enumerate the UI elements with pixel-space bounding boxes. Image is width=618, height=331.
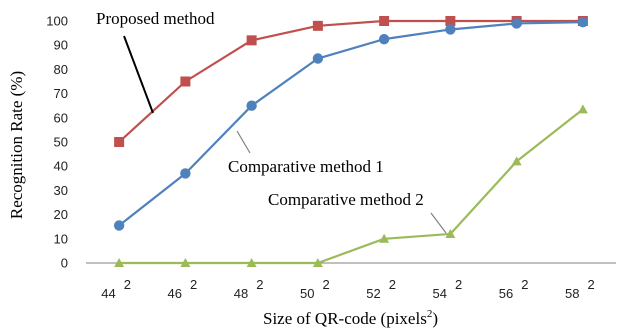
data-point <box>246 100 257 111</box>
y-tick-label: 100 <box>46 14 68 29</box>
y-tick-label: 30 <box>54 183 68 198</box>
annotation-leader-comparative-method-2 <box>430 212 447 234</box>
data-point <box>379 233 390 243</box>
x-tick-label: 562 <box>499 277 529 301</box>
y-tick-label: 0 <box>61 256 68 271</box>
data-point <box>577 17 589 28</box>
x-tick-label: 462 <box>168 277 198 301</box>
data-point <box>312 20 323 31</box>
data-point <box>246 35 257 46</box>
data-point <box>445 16 456 26</box>
x-axis-title-sup: 2 <box>427 308 433 320</box>
data-point <box>511 156 522 166</box>
x-tick-label: 542 <box>433 277 463 301</box>
x-tick-label: 522 <box>366 277 396 301</box>
x-axis-ticks: 442 462 482 502 522 542 562 582 <box>101 277 594 301</box>
series-1 <box>114 16 588 147</box>
series-3 <box>114 104 588 267</box>
y-axis-ticks: 0 10 20 30 40 50 60 70 80 90 100 <box>46 14 68 271</box>
x-tick-label: 582 <box>565 277 595 301</box>
data-point <box>113 220 125 231</box>
annotations: Proposed method Comparative method 1 Com… <box>96 9 447 234</box>
x-tick-label: 442 <box>101 277 131 301</box>
data-point <box>445 228 456 238</box>
annotation-comparative-method-2: Comparative method 2 <box>268 190 424 209</box>
series-line <box>118 19 583 143</box>
data-point <box>445 24 456 35</box>
series-2 <box>113 17 589 231</box>
data-point <box>577 104 588 114</box>
x-tick-label: 482 <box>234 277 264 301</box>
data-point <box>511 18 522 29</box>
annotation-proposed-method: Proposed method <box>96 9 215 28</box>
data-point <box>378 33 390 45</box>
data-point <box>312 258 323 267</box>
x-tick-label: 502 <box>300 277 330 301</box>
x-axis-title-suffix: ) <box>432 309 438 328</box>
data-point <box>180 76 191 87</box>
y-tick-label: 90 <box>54 38 68 53</box>
annotation-leader-proposed-method <box>123 35 154 114</box>
series-line <box>119 108 584 265</box>
series-layer <box>113 16 589 267</box>
annotation-leader-comparative-method-1 <box>236 130 251 154</box>
x-axis-title: Size of QR-code (pixels2) <box>263 308 438 328</box>
data-point <box>180 168 191 179</box>
y-tick-label: 40 <box>54 159 68 174</box>
y-tick-label: 70 <box>54 86 68 101</box>
data-point <box>312 53 324 64</box>
y-tick-label: 10 <box>54 231 68 246</box>
data-point <box>114 137 125 147</box>
y-tick-label: 60 <box>54 110 68 125</box>
y-axis-title: Recognition Rate (%) <box>7 71 26 219</box>
data-point <box>379 16 390 26</box>
data-point <box>246 258 257 267</box>
y-tick-label: 80 <box>54 62 68 77</box>
data-point <box>114 258 125 267</box>
y-tick-label: 50 <box>54 135 68 150</box>
x-axis-title-text: Size of QR-code (pixels <box>263 309 427 328</box>
y-tick-label: 20 <box>54 207 68 222</box>
annotation-comparative-method-1: Comparative method 1 <box>228 157 384 176</box>
series-line <box>118 21 583 227</box>
data-point <box>180 258 191 267</box>
